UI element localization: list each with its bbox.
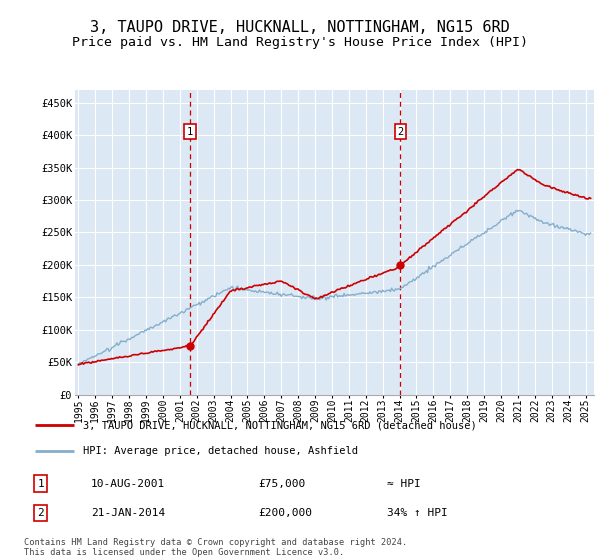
Text: £75,000: £75,000 bbox=[259, 479, 305, 489]
Text: 34% ↑ HPI: 34% ↑ HPI bbox=[387, 508, 448, 518]
Text: 3, TAUPO DRIVE, HUCKNALL, NOTTINGHAM, NG15 6RD (detached house): 3, TAUPO DRIVE, HUCKNALL, NOTTINGHAM, NG… bbox=[83, 420, 476, 430]
Text: 10-AUG-2001: 10-AUG-2001 bbox=[91, 479, 165, 489]
Text: 2: 2 bbox=[397, 127, 404, 137]
Text: 21-JAN-2014: 21-JAN-2014 bbox=[91, 508, 165, 518]
Text: 2: 2 bbox=[37, 508, 44, 518]
Text: Contains HM Land Registry data © Crown copyright and database right 2024.
This d: Contains HM Land Registry data © Crown c… bbox=[24, 538, 407, 557]
Text: £200,000: £200,000 bbox=[259, 508, 313, 518]
Text: ≈ HPI: ≈ HPI bbox=[387, 479, 421, 489]
Text: Price paid vs. HM Land Registry's House Price Index (HPI): Price paid vs. HM Land Registry's House … bbox=[72, 36, 528, 49]
Text: 1: 1 bbox=[187, 127, 193, 137]
Text: HPI: Average price, detached house, Ashfield: HPI: Average price, detached house, Ashf… bbox=[83, 446, 358, 456]
Text: 3, TAUPO DRIVE, HUCKNALL, NOTTINGHAM, NG15 6RD: 3, TAUPO DRIVE, HUCKNALL, NOTTINGHAM, NG… bbox=[90, 20, 510, 35]
Text: 1: 1 bbox=[37, 479, 44, 489]
